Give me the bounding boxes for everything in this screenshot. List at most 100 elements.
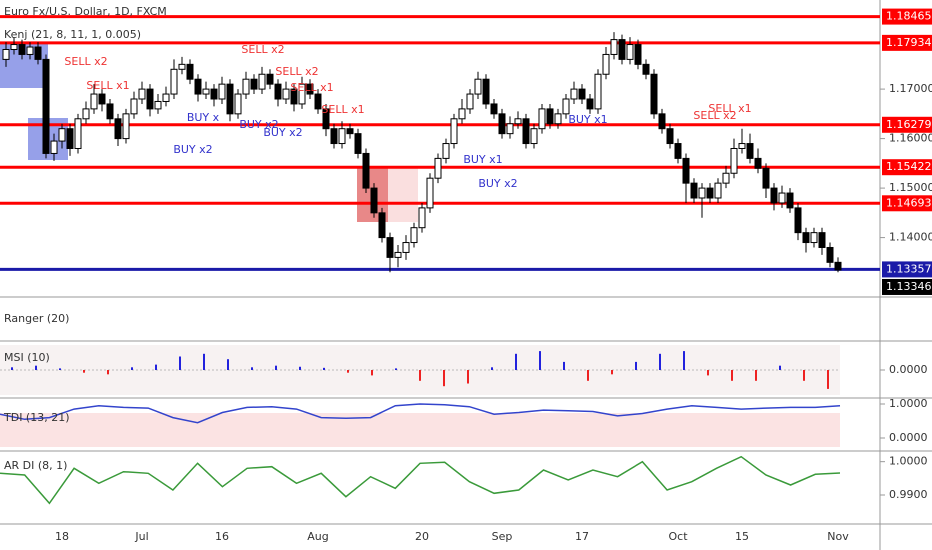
candle-body <box>42 58 50 154</box>
level-label-box <box>882 116 932 133</box>
histogram-bar <box>539 351 541 370</box>
marks <box>0 15 880 505</box>
candle-body <box>626 44 634 60</box>
candle-body <box>194 78 202 95</box>
candle-body <box>354 133 362 154</box>
candle-body <box>698 187 706 199</box>
signal-annotation: SELL x2 <box>241 43 284 56</box>
x-tick-label: 16 <box>215 530 229 543</box>
candle-body <box>26 46 34 55</box>
candle-body <box>466 93 474 110</box>
histogram-bar <box>755 370 757 381</box>
candle-body <box>2 48 10 60</box>
candle-body <box>770 187 778 204</box>
indicator-title: AR DI (8, 1) <box>4 459 67 472</box>
indicator-title: MSI (10) <box>4 351 50 364</box>
candle-body <box>818 232 826 248</box>
candle-body <box>474 78 482 95</box>
candle-body <box>714 182 722 199</box>
kenj-zone <box>388 168 418 222</box>
candle-body <box>810 232 818 244</box>
histogram-bar <box>299 366 301 370</box>
signal-annotation: BUY x <box>187 111 220 124</box>
candle-body <box>370 187 378 214</box>
histogram-bar <box>491 367 493 370</box>
candle-body <box>298 83 306 105</box>
candle-body <box>586 98 594 110</box>
y-tick-label: 1.0000 <box>889 397 928 410</box>
candle-body <box>538 108 546 130</box>
signal-annotation: BUY x1 <box>568 113 607 126</box>
candle-body <box>570 88 578 100</box>
candle-body <box>594 73 602 110</box>
candle-body <box>58 128 66 142</box>
candle-body <box>322 108 330 130</box>
candle-body <box>458 108 466 120</box>
candle-body <box>274 83 282 100</box>
signal-annotation: SELL x1 <box>290 81 333 94</box>
candle-body <box>226 83 234 115</box>
candle-body <box>746 143 754 159</box>
histogram-bar <box>707 370 709 376</box>
histogram-bar <box>683 351 685 370</box>
candle-body <box>210 88 218 100</box>
y-tick-label: 1.14000 <box>889 231 932 244</box>
candle-body <box>394 251 402 258</box>
histogram-bar <box>155 364 157 370</box>
candle-body <box>18 44 26 55</box>
x-tick-label: Jul <box>134 530 148 543</box>
candle-body <box>314 93 322 110</box>
histogram-bar <box>107 370 109 375</box>
level-label-box <box>882 195 932 212</box>
candle-body <box>442 143 450 159</box>
y-tick-label: 0.0000 <box>889 363 928 376</box>
histogram-bar <box>827 370 829 389</box>
last-price-box <box>882 278 932 295</box>
candle-body <box>146 88 154 110</box>
candle-body <box>834 261 842 271</box>
candle-body <box>98 93 106 105</box>
candle-body <box>362 152 370 189</box>
candle-body <box>706 187 714 199</box>
candle-body <box>514 118 522 125</box>
signal-annotation: SELL x1 <box>321 103 364 116</box>
indicator-title: Kenj (21, 8, 11, 1, 0.005) <box>4 28 141 41</box>
candle-body <box>346 128 354 135</box>
histogram-bar <box>659 353 661 370</box>
candle-body <box>482 78 490 105</box>
x-tick-label: Sep <box>492 530 513 543</box>
signal-annotation: BUY x2 <box>478 177 517 190</box>
candle-body <box>450 118 458 145</box>
level-label: 1.18465 <box>886 10 932 23</box>
candle-body <box>778 192 786 204</box>
signal-annotation: SELL x2 <box>275 65 318 78</box>
candle-body <box>154 100 162 110</box>
histogram-bar <box>731 370 733 381</box>
histogram-bar <box>635 361 637 370</box>
candle-body <box>410 227 418 244</box>
candle-body <box>290 88 298 105</box>
histogram-bar <box>35 365 37 370</box>
level-label: 1.17934 <box>886 36 932 49</box>
candle-body <box>650 73 658 115</box>
x-tick-label: Nov <box>827 530 849 543</box>
candle-body <box>546 108 554 125</box>
candle-body <box>10 44 18 50</box>
x-tick-label: Oct <box>668 530 688 543</box>
candle-body <box>434 157 442 179</box>
candle-body <box>306 83 314 95</box>
x-tick-label: Aug <box>307 530 328 543</box>
candle-body <box>338 128 346 145</box>
level-label: 1.16279 <box>886 118 932 131</box>
candle-body <box>282 88 290 100</box>
histogram-bar <box>611 370 613 375</box>
histogram-bar <box>419 370 421 381</box>
histogram-bar <box>59 368 61 370</box>
x-tick-label: 15 <box>735 530 749 543</box>
signal-annotation: SELL x2 <box>64 55 107 68</box>
candle-body <box>722 172 730 184</box>
histogram-bar <box>11 367 13 370</box>
candle-body <box>786 192 794 209</box>
signal-annotation: BUY x2 <box>239 118 278 131</box>
candle-body <box>266 73 274 85</box>
